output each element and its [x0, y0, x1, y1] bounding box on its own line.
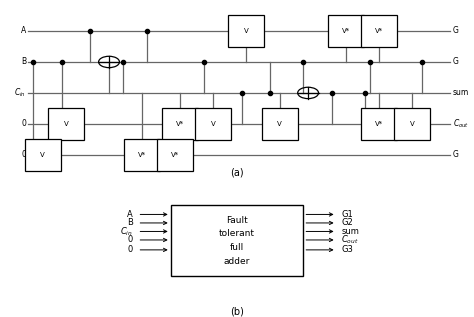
Text: $C_{out}$: $C_{out}$: [341, 234, 359, 246]
Text: V*: V*: [176, 121, 184, 127]
Text: sum: sum: [453, 88, 469, 97]
Text: B: B: [127, 218, 133, 227]
Bar: [195, 108, 231, 140]
Bar: [394, 108, 430, 140]
Text: V*: V*: [342, 28, 350, 34]
Text: 0: 0: [21, 150, 26, 159]
Bar: [48, 108, 84, 140]
Bar: [25, 139, 61, 171]
Text: B: B: [21, 57, 26, 67]
Bar: [162, 108, 198, 140]
Bar: [361, 15, 397, 47]
Text: V: V: [410, 121, 415, 127]
Text: V: V: [211, 121, 216, 127]
Text: V: V: [64, 121, 69, 127]
Text: V: V: [40, 152, 45, 158]
Text: G: G: [453, 27, 458, 36]
Text: A: A: [127, 210, 133, 219]
Text: Fault: Fault: [226, 216, 248, 225]
Bar: [171, 205, 303, 276]
Text: $C_{in}$: $C_{in}$: [120, 225, 133, 238]
Bar: [124, 139, 160, 171]
Text: A: A: [21, 27, 26, 36]
Bar: [361, 108, 397, 140]
Bar: [157, 139, 193, 171]
Text: V*: V*: [171, 152, 180, 158]
Text: G: G: [453, 150, 458, 159]
Text: V*: V*: [375, 28, 383, 34]
Text: 0: 0: [128, 245, 133, 254]
Bar: [228, 15, 264, 47]
Text: $C_{in}$: $C_{in}$: [14, 87, 26, 99]
Text: $C_{out}$: $C_{out}$: [453, 118, 469, 130]
Text: G2: G2: [341, 218, 353, 227]
Text: sum: sum: [341, 227, 359, 236]
Text: full: full: [230, 243, 244, 252]
Text: 0: 0: [21, 120, 26, 128]
Text: (b): (b): [230, 307, 244, 317]
Text: V: V: [277, 121, 282, 127]
Text: G1: G1: [341, 210, 353, 219]
Text: V*: V*: [375, 121, 383, 127]
Text: tolerant: tolerant: [219, 230, 255, 238]
Bar: [262, 108, 298, 140]
Text: (a): (a): [230, 168, 244, 178]
Text: 0: 0: [128, 236, 133, 244]
Bar: [328, 15, 364, 47]
Text: V*: V*: [138, 152, 146, 158]
Text: adder: adder: [224, 257, 250, 266]
Text: G3: G3: [341, 245, 353, 254]
Text: V: V: [244, 28, 249, 34]
Text: G: G: [453, 57, 458, 67]
